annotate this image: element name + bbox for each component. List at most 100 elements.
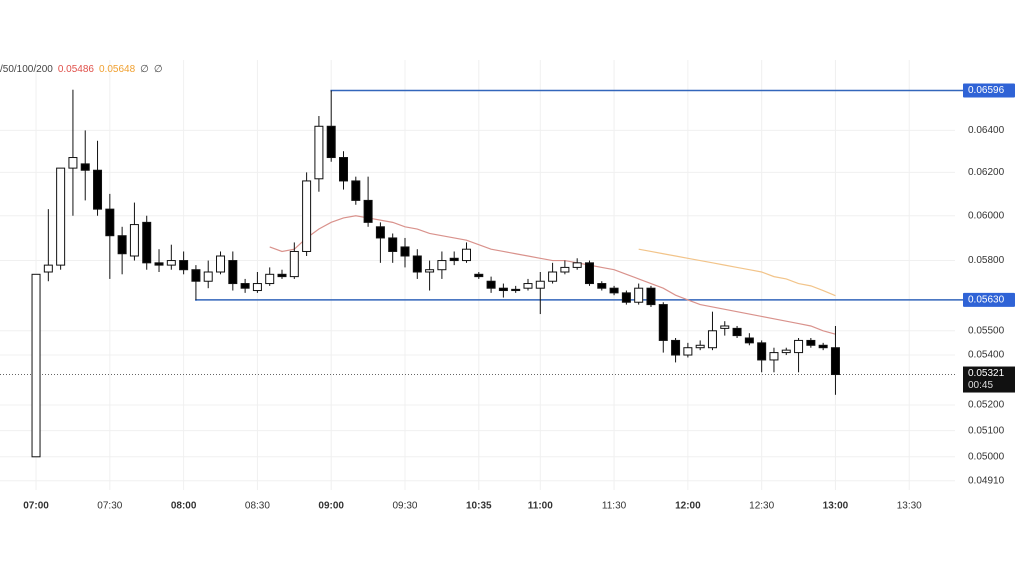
legend-prefix: /50/100/200 [0, 64, 53, 75]
candle-body [93, 169, 103, 210]
candle-body [43, 264, 53, 273]
y-tick-label: 0.05200 [968, 400, 1005, 411]
candle-body [56, 167, 66, 266]
candle-body [486, 280, 496, 289]
candle-body [584, 262, 594, 285]
candle-body [461, 248, 471, 262]
candle-body [597, 283, 607, 289]
level-label-box [963, 83, 1015, 98]
x-tick-label: 13:30 [897, 501, 922, 512]
candle-body [179, 260, 189, 271]
x-tick-label: 12:00 [675, 501, 701, 512]
candle-body [129, 224, 139, 257]
candle-body [326, 125, 336, 159]
candle-body [375, 226, 385, 239]
candle-body [535, 280, 545, 289]
x-tick-label: 10:35 [466, 501, 492, 512]
candle-body [769, 352, 779, 361]
y-tick-label: 0.04910 [968, 475, 1005, 486]
candle-body [339, 157, 349, 182]
x-tick-label: 09:00 [318, 501, 344, 512]
candle-body [425, 269, 435, 273]
candle-body [671, 339, 681, 356]
y-tick-label: 0.06400 [968, 125, 1005, 136]
candle-body [572, 262, 582, 268]
candle-body [31, 273, 41, 458]
x-tick-label: 07:00 [23, 501, 49, 512]
candle-body [216, 255, 226, 273]
legend-value: 0.05486 [57, 64, 94, 75]
candle-body [388, 237, 398, 252]
candle-body [203, 271, 213, 282]
candle-body [240, 283, 250, 289]
candle-body [720, 325, 730, 329]
legend-value: 0.05648 [98, 64, 136, 75]
candle-body [277, 273, 287, 278]
candle-body [80, 163, 90, 171]
y-tick-label: 0.05800 [968, 255, 1005, 266]
candle-body [191, 269, 201, 282]
candle-body [68, 157, 78, 169]
candle-body [732, 327, 742, 337]
x-tick-label: 11:30 [602, 501, 627, 512]
candle-body [658, 304, 668, 341]
candle-body [154, 262, 164, 266]
level-label: 0.06596 [968, 85, 1005, 96]
y-tick-label: 0.06000 [968, 210, 1005, 221]
x-tick-label: 12:30 [749, 501, 774, 512]
x-tick-label: 08:30 [245, 501, 270, 512]
current-price-label: 0.05321 [968, 368, 1005, 379]
candle-body [449, 257, 459, 262]
x-tick-label: 08:00 [171, 501, 197, 512]
candle-body [166, 260, 176, 266]
candle-body [437, 260, 447, 271]
level-line [195, 299, 963, 301]
y-tick-label: 0.05400 [968, 350, 1005, 361]
candle-body [707, 330, 717, 349]
level-label-box [963, 292, 1015, 307]
candle-body [560, 266, 570, 273]
countdown-label: 00:45 [968, 380, 993, 391]
candle-body [830, 347, 840, 376]
x-tick-label: 07:30 [97, 501, 122, 512]
candle-body [302, 180, 312, 252]
candle-body [523, 283, 533, 289]
legend-symbol: ∅ [140, 64, 149, 75]
candle-body [228, 260, 238, 285]
y-tick-label: 0.05000 [968, 451, 1005, 462]
candle-body [314, 125, 324, 180]
candle-body [363, 199, 373, 223]
candle-body [695, 344, 705, 349]
candle-body [621, 292, 631, 303]
candle-body [818, 344, 828, 349]
x-tick-label: 09:30 [392, 501, 417, 512]
candle-body [400, 246, 410, 257]
candle-body [412, 255, 422, 273]
x-tick-label: 11:00 [528, 501, 553, 512]
legend-symbol: ∅ [153, 64, 163, 75]
candle-body [609, 287, 619, 294]
candle-body [252, 283, 262, 292]
candle-body [794, 339, 804, 354]
candle-body [548, 271, 558, 282]
candle-body [757, 342, 767, 361]
candle-body [634, 287, 644, 303]
level-label: 0.05630 [968, 295, 1005, 306]
candle-body [105, 208, 115, 237]
candle-body [744, 337, 754, 344]
current-price-box [963, 366, 1015, 393]
candle-body [117, 235, 127, 255]
moving-average [638, 248, 836, 297]
y-tick-label: 0.06200 [968, 167, 1005, 178]
candle-body [474, 273, 484, 278]
y-tick-label: 0.05100 [968, 425, 1005, 436]
candle-body [646, 287, 656, 306]
candle-body [781, 349, 791, 354]
candle-body [265, 273, 275, 285]
x-tick-label: 13:00 [823, 501, 849, 512]
candle-body [142, 221, 152, 264]
y-tick-label: 0.05500 [968, 325, 1005, 336]
candle-body [498, 287, 508, 292]
